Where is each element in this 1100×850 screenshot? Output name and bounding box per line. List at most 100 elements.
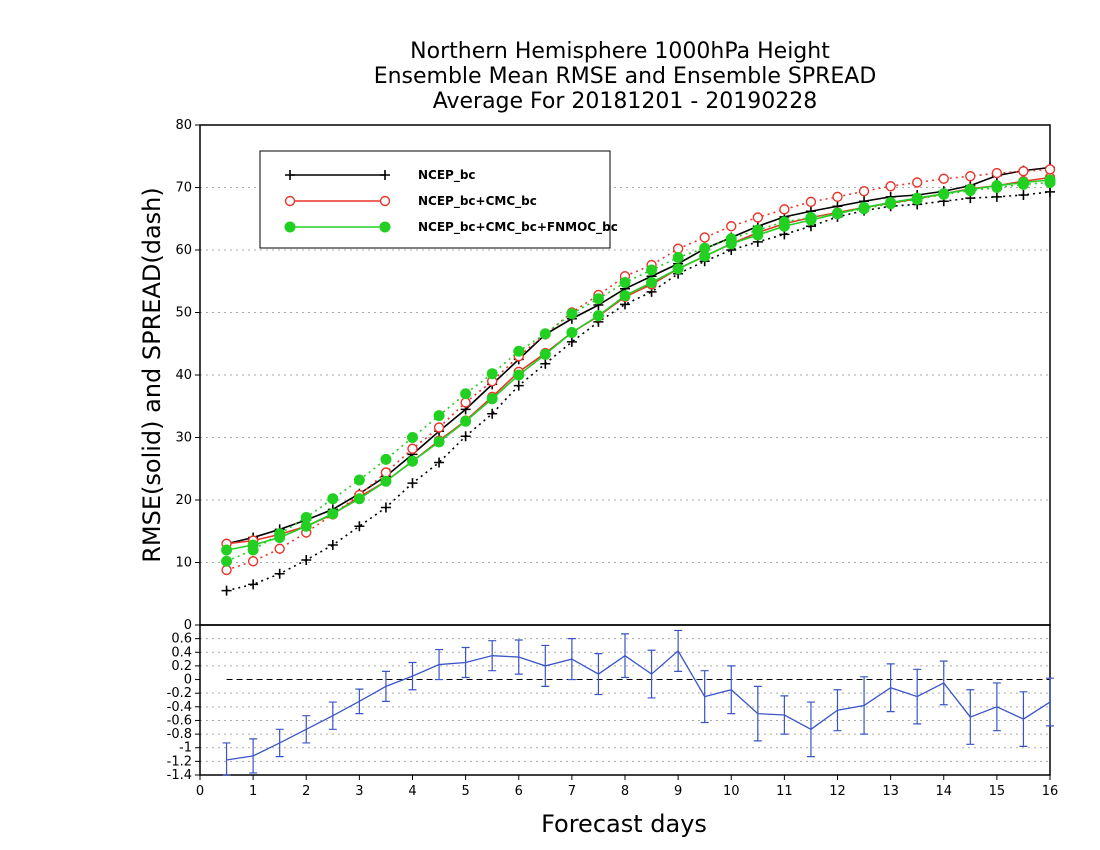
series-1-spread-point-6	[380, 467, 392, 478]
series-0-spread-point-11	[513, 380, 524, 391]
bottom-y-tick-label-4: -0.6	[167, 713, 192, 728]
series-2-spread-point-25	[885, 198, 897, 210]
series-1-spread-point-17	[672, 243, 684, 254]
series-0-spread-point-2	[274, 568, 285, 579]
x-tick-label-7: 7	[568, 784, 576, 799]
series-1-spread-point-1	[247, 556, 259, 567]
series-2-rmse-point-5	[353, 493, 365, 505]
series-2-rmse-point-12	[539, 348, 551, 360]
series-2-spread-point-1	[247, 544, 259, 556]
series-2-spread-point-17	[672, 252, 684, 263]
series-1-spread-point-8	[433, 422, 445, 433]
legend-marker-start-2	[284, 221, 296, 233]
top-y-tick-label-0: 0	[184, 618, 192, 633]
series-1-spread-point-29	[991, 167, 1003, 179]
title-line-1: Northern Hemisphere 1000hPa Height	[410, 39, 830, 64]
top-y-tick-label-8: 80	[175, 118, 192, 133]
error-bar-5	[355, 688, 364, 715]
series-2-spread-point-11	[513, 345, 525, 357]
bottom-y-tick-label-3: -0.8	[167, 727, 192, 742]
bottom-y-tick-label-10: 0.6	[171, 632, 192, 647]
series-2-rmse-point-9	[460, 415, 472, 427]
x-tick-label-6: 6	[515, 784, 523, 799]
bottom-y-tick-label-1: -1.2	[167, 754, 192, 769]
series-0-spread-point-4	[327, 540, 338, 550]
series-2-rmse-point-16	[646, 277, 658, 288]
series-2-spread-point-21	[778, 216, 790, 228]
bottom-y-tick-label-7: 0	[184, 673, 192, 688]
error-bar-8	[435, 648, 444, 681]
x-tick-label-12: 12	[829, 784, 846, 799]
x-tick-label-15: 15	[989, 784, 1006, 799]
x-tick-label-16: 16	[1042, 784, 1059, 799]
error-bar-23	[833, 689, 842, 732]
error-bar-28	[966, 689, 975, 745]
series-2-spread-point-18	[699, 242, 711, 254]
series-0-spread-point-6	[380, 502, 391, 513]
error-bar-19	[727, 665, 736, 715]
series-0-spread-point-1	[248, 579, 259, 590]
error-bar-16	[647, 649, 656, 699]
series-1-spread-point-22	[805, 196, 817, 208]
error-bar-25	[886, 663, 895, 713]
series-1-spread-point-18	[699, 232, 710, 243]
series-1-spread-point-26	[911, 177, 923, 188]
series-0-spread-point-3	[301, 555, 312, 565]
top-y-tick-label-2: 20	[175, 493, 192, 508]
difference-panel: -1.4-1.2-1-0.8-0.6-0.4-0.200.20.40.60 1 2 3…	[167, 624, 1059, 799]
series-1-spread-point-27	[938, 173, 949, 184]
series-0-spread-point-5	[354, 521, 365, 532]
series-2-rmse-point-0	[221, 544, 233, 556]
error-bar-9	[461, 646, 470, 679]
series-2-spread-point-7	[407, 432, 418, 443]
series-1-spread-point-9	[460, 397, 471, 408]
top-y-tick-label-1: 10	[175, 556, 192, 571]
x-tick-label-1: 1	[249, 784, 257, 799]
error-bar-22	[806, 701, 815, 758]
error-bar-18	[700, 670, 709, 724]
series-2-spread-point-13	[566, 308, 578, 320]
series-1-spread-point-31	[1044, 164, 1056, 175]
series-2-spread-point-3	[300, 512, 312, 523]
x-tick-label-11: 11	[776, 784, 793, 799]
legend: NCEP_bc NCEP_bc+CMC_bc NCEP_bc+CMC_bc+FNMO…	[259, 150, 618, 249]
top-y-tick-label-7: 70	[175, 181, 192, 196]
x-tick-label-9: 9	[674, 784, 682, 799]
series-2-spread-point-19	[725, 233, 737, 245]
error-bar-13	[567, 638, 576, 681]
error-bar-3	[302, 715, 311, 744]
error-bar-17	[674, 629, 683, 672]
bottom-y-tick-label-5: -0.4	[167, 700, 192, 715]
series-2-spread-point-8	[433, 410, 445, 422]
error-bar-24	[860, 676, 869, 735]
error-bar-2	[275, 728, 284, 758]
series-2-spread-point-6	[380, 453, 392, 465]
legend-label-0: NCEP_bc	[418, 168, 476, 183]
x-tick-label-2: 2	[302, 784, 310, 799]
series-2-spread-point-29	[991, 182, 1003, 193]
series-2-rmse-point-8	[433, 436, 445, 448]
error-bar-10	[488, 640, 497, 672]
error-bar-15	[621, 633, 629, 679]
series-2-rmse-point-6	[380, 475, 392, 487]
legend-marker-start-1	[284, 195, 296, 207]
series-2-rmse-point-14	[592, 310, 604, 322]
error-bar-1	[249, 738, 258, 774]
error-bar-0	[222, 742, 231, 776]
series-2-spread-point-26	[911, 193, 923, 205]
x-tick-label-14: 14	[935, 784, 952, 799]
difference-line	[226, 649, 1051, 761]
bottom-y-tick-label-0: -1.4	[167, 768, 192, 783]
series-2-spread-point-10	[486, 368, 498, 380]
series-1-spread-point-2	[274, 543, 285, 554]
series-0-spread-point-30	[1018, 190, 1029, 200]
series-2-spread-point-16	[646, 264, 658, 276]
error-bar-4	[328, 701, 337, 730]
x-tick-label-0: 0	[196, 784, 204, 799]
y-axis-label: RMSE(solid) and SPREAD(dash)	[138, 187, 166, 563]
title-line-2: Ensemble Mean RMSE and Ensemble SPREAD	[374, 64, 877, 89]
series-2-rmse-point-10	[486, 393, 498, 405]
error-bar-6	[381, 670, 390, 702]
error-bar-11	[514, 639, 523, 675]
